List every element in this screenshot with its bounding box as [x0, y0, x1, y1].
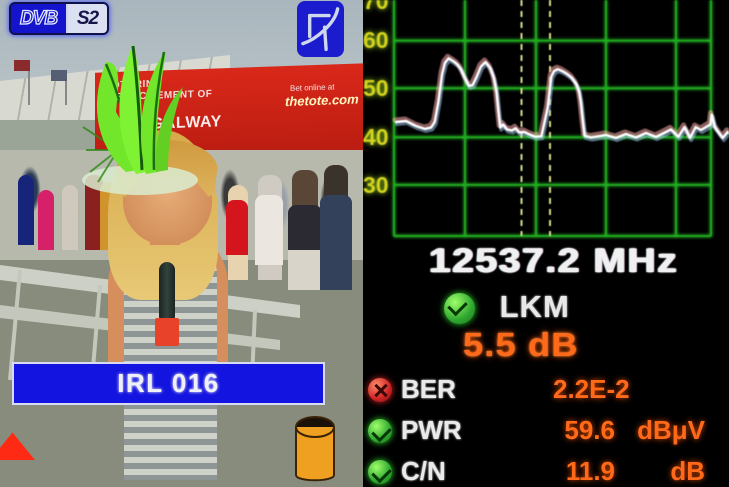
svg-text:40: 40: [363, 124, 389, 150]
svg-text:50: 50: [363, 75, 389, 101]
svg-text:30: 30: [363, 172, 389, 198]
svg-text:70: 70: [363, 0, 389, 14]
svg-text:60: 60: [363, 27, 389, 53]
